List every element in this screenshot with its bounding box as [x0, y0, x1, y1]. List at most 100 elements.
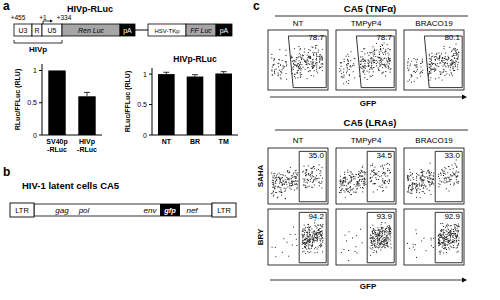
event-dot [344, 75, 345, 76]
event-dot [407, 81, 408, 82]
event-dot [319, 233, 320, 234]
event-dot [408, 69, 409, 70]
event-dot [373, 240, 374, 241]
event-dot [363, 72, 364, 73]
event-dot [308, 240, 309, 241]
event-dot [372, 225, 373, 226]
event-dot [456, 50, 457, 51]
event-dot [388, 234, 389, 235]
event-dot [371, 243, 372, 244]
event-dot [274, 58, 275, 59]
event-dot [305, 238, 306, 239]
construct-element [216, 24, 232, 36]
event-dot [444, 173, 445, 174]
event-dot [363, 67, 364, 68]
event-dot [372, 232, 373, 233]
event-dot [274, 64, 275, 65]
event-dot [455, 53, 456, 54]
event-dot [275, 181, 276, 182]
event-dot [364, 172, 365, 173]
event-dot [384, 231, 385, 232]
event-dot [374, 49, 375, 50]
event-dot [385, 228, 386, 229]
event-dot [456, 176, 457, 177]
event-dot [297, 181, 298, 182]
event-dot [371, 58, 372, 59]
event-dot [379, 240, 380, 241]
event-dot [432, 178, 433, 179]
event-dot [321, 238, 322, 239]
event-dot [418, 188, 419, 189]
event-dot [415, 72, 416, 73]
event-dot [422, 72, 423, 73]
event-dot [322, 224, 323, 225]
event-dot [273, 177, 274, 178]
event-dot [432, 63, 433, 65]
event-dot [320, 246, 321, 247]
event-dot [314, 248, 315, 249]
event-dot [454, 173, 455, 174]
event-dot [376, 63, 377, 64]
event-dot [285, 61, 286, 62]
event-dot [304, 230, 305, 231]
y-axis [42, 64, 43, 135]
y-tick [39, 102, 42, 103]
event-dot [370, 238, 371, 239]
event-dot [382, 243, 383, 244]
event-dot [410, 65, 411, 66]
axis-label: GFP [360, 99, 377, 108]
event-dot [375, 232, 376, 233]
event-dot [272, 192, 273, 193]
event-dot [310, 57, 311, 58]
event-dot [454, 50, 455, 51]
event-dot [287, 242, 288, 243]
event-dot [429, 190, 430, 191]
event-dot [272, 182, 273, 183]
event-dot [311, 246, 312, 247]
event-dot [429, 58, 430, 59]
event-dot [309, 175, 310, 176]
event-dot [384, 183, 385, 184]
event-dot [373, 51, 374, 52]
event-dot [302, 248, 303, 249]
event-dot [458, 52, 459, 53]
event-dot [411, 193, 412, 194]
event-dot [387, 44, 388, 45]
event-dot [316, 238, 317, 239]
event-dot [308, 245, 309, 246]
event-dot [292, 68, 293, 69]
event-dot [315, 177, 316, 178]
event-dot [299, 65, 300, 66]
event-dot [384, 237, 385, 238]
y-tick [149, 104, 152, 105]
event-dot [315, 45, 316, 46]
event-dot [384, 247, 385, 248]
gate [367, 151, 394, 201]
event-dot [376, 179, 377, 180]
event-dot [382, 181, 383, 182]
event-dot [445, 66, 446, 67]
event-dot [384, 242, 385, 243]
event-dot [310, 181, 311, 182]
event-dot [278, 59, 279, 60]
event-dot [358, 174, 359, 175]
event-dot [341, 189, 342, 190]
event-dot [457, 176, 458, 177]
panel-label: a [3, 0, 10, 13]
event-dot [445, 178, 446, 179]
event-dot [310, 239, 311, 240]
event-dot [320, 54, 321, 55]
event-dot [343, 181, 344, 182]
event-dot [348, 183, 349, 184]
event-dot [312, 47, 313, 48]
event-dot [341, 66, 342, 67]
construct-element [14, 24, 32, 36]
event-dot [442, 171, 443, 172]
event-dot [299, 60, 300, 61]
event-dot [309, 239, 310, 240]
event-dot [360, 67, 361, 68]
event-dot [390, 69, 391, 70]
event-dot [380, 60, 381, 61]
event-dot [296, 181, 297, 182]
event-dot [443, 72, 444, 73]
